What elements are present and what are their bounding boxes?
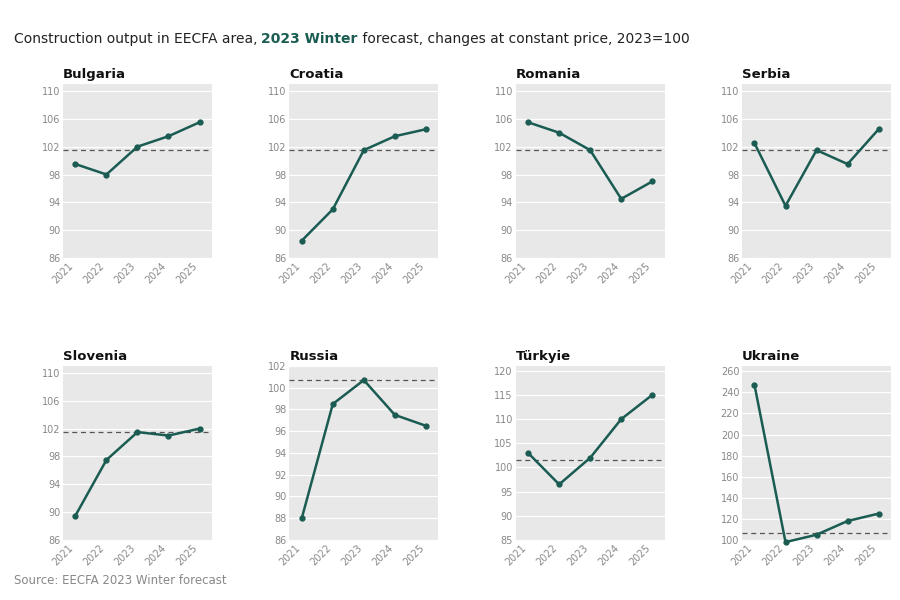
Text: Serbia: Serbia — [742, 68, 790, 82]
Text: Türkyie: Türkyie — [516, 350, 571, 364]
Text: Slovenia: Slovenia — [63, 350, 127, 364]
Text: Bulgaria: Bulgaria — [63, 68, 126, 82]
Text: Ukraine: Ukraine — [742, 350, 800, 364]
Text: 2023 Winter: 2023 Winter — [261, 32, 358, 46]
Text: Russia: Russia — [290, 350, 338, 364]
Text: Construction output in EECFA area,: Construction output in EECFA area, — [14, 32, 261, 46]
Text: forecast, changes at constant price, 2023=100: forecast, changes at constant price, 202… — [358, 32, 689, 46]
Text: Source: EECFA 2023 Winter forecast: Source: EECFA 2023 Winter forecast — [14, 574, 226, 587]
Text: Romania: Romania — [516, 68, 581, 82]
Text: Croatia: Croatia — [290, 68, 344, 82]
